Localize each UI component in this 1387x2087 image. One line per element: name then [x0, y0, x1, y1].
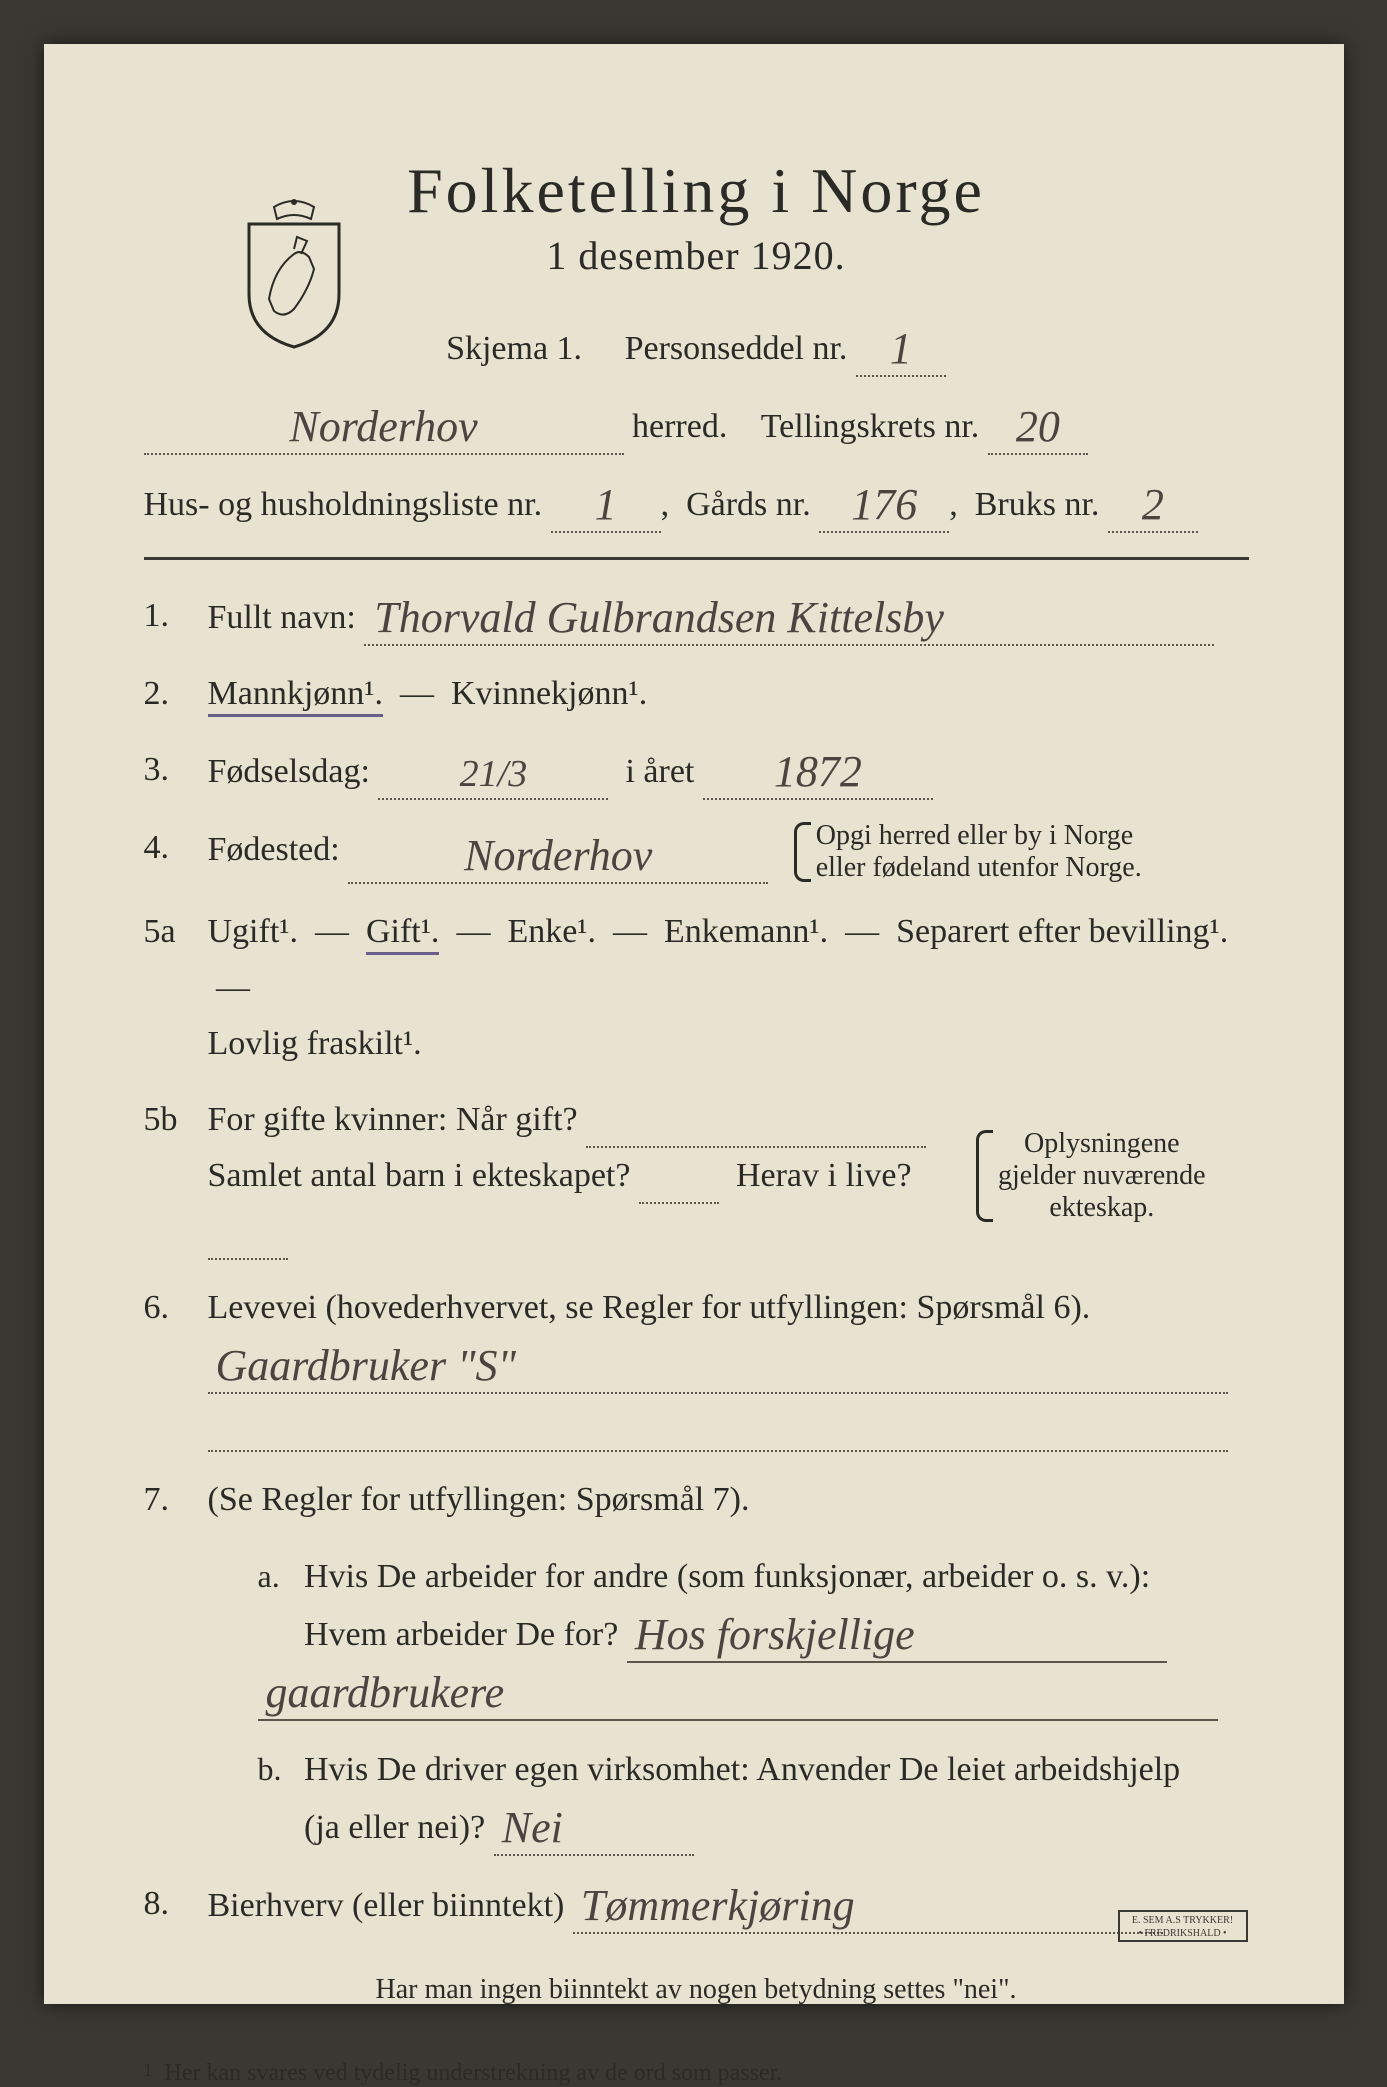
personseddel-label: Personseddel nr. [625, 330, 848, 367]
footnote-text: Her kan svares ved tydelig understreknin… [165, 2060, 783, 2086]
q8-label: Bierhverv (eller biinntekt) [208, 1887, 565, 1924]
q8-value: Tømmerkjøring [581, 1884, 855, 1928]
q7-num: 7. [144, 1472, 204, 1528]
bruks-nr: 2 [1142, 483, 1164, 527]
tellingskrets-nr: 20 [1016, 405, 1060, 449]
q5a-enke: Enke¹. [507, 913, 596, 950]
q7a-l2: Hvem arbeider De for? [304, 1616, 618, 1653]
q5b-num: 5b [144, 1092, 204, 1148]
q3-day: 21/3 [460, 755, 528, 793]
q7b-letter: b. [258, 1741, 296, 1797]
herred-label: herred. [632, 408, 727, 445]
q6-label: Levevei (hovederhvervet, se Regler for u… [208, 1289, 1091, 1326]
q4-note: Opgi herred eller by i Norge eller fødel… [794, 820, 1142, 884]
q7b-l1: Hvis De driver egen virksomhet: Anvender… [304, 1751, 1180, 1788]
q7b-value: Nei [502, 1806, 563, 1850]
q3-num: 3. [144, 742, 204, 798]
q4-note-l1: Opgi herred eller by i Norge [816, 820, 1134, 851]
q7a-value2: gaardbrukere [266, 1671, 505, 1715]
q5a-ugift: Ugift¹. [208, 913, 298, 950]
census-form-page: Folketelling i Norge 1 desember 1920. Sk… [44, 44, 1344, 2004]
q1-num: 1. [144, 588, 204, 644]
q8-note-row: Har man ingen biinntekt av nogen betydni… [144, 1962, 1249, 2018]
q5b-note-l1: Oplysningene [1024, 1128, 1180, 1159]
footnote-num: 1 [144, 2060, 153, 2080]
q8-num: 8. [144, 1876, 204, 1932]
q7a-l1: Hvis De arbeider for andre (som funksjon… [304, 1558, 1150, 1595]
q6-num: 6. [144, 1280, 204, 1336]
q3-row: 3. Fødselsdag: 21/3 i året 1872 [144, 742, 1249, 800]
gards-label: Gårds nr. [686, 486, 811, 523]
q6-row: 6. Levevei (hovederhvervet, se Regler fo… [144, 1280, 1249, 1452]
q5a-row: 5a Ugift¹. — Gift¹. — Enke¹. — Enkemann¹… [144, 904, 1249, 1072]
q2-row: 2. Mannkjønn¹. — Kvinnekjønn¹. [144, 666, 1249, 722]
q7a-row: a. Hvis De arbeider for andre (som funks… [144, 1548, 1249, 1721]
q7b-row: b. Hvis De driver egen virksomhet: Anven… [144, 1741, 1249, 1856]
header-row-3: Hus- og husholdningsliste nr. 1, Gårds n… [144, 475, 1249, 533]
q5a-gift: Gift¹. [366, 913, 439, 955]
q3-label: Fødselsdag: [208, 753, 370, 790]
divider-1 [144, 557, 1249, 560]
q6-value: Gaardbruker "S" [216, 1344, 517, 1388]
hus-label: Hus- og husholdningsliste nr. [144, 486, 543, 523]
herred-value: Norderhov [289, 405, 477, 449]
q1-value: Thorvald Gulbrandsen Kittelsby [374, 596, 944, 640]
coat-of-arms-icon [239, 199, 349, 349]
q5b-l2b: Herav i live? [736, 1157, 912, 1194]
schema-label: Skjema 1. [446, 330, 582, 367]
q7-row: 7. (Se Regler for utfyllingen: Spørsmål … [144, 1472, 1249, 1528]
q4-note-l2: eller fødeland utenfor Norge. [816, 852, 1142, 883]
q2-mann: Mannkjønn¹. [208, 675, 383, 717]
header-row-2: Norderhov herred. Tellingskrets nr. 20 [144, 397, 1249, 455]
q5a-separert: Separert efter bevilling¹. [896, 913, 1228, 950]
q5b-note: Oplysningene gjelder nuværende ekteskap. [976, 1128, 1206, 1224]
q5b-note-l2: gjelder nuværende [998, 1160, 1206, 1191]
q5b-note-l3: ekteskap. [1049, 1192, 1154, 1223]
q7-label: (Se Regler for utfyllingen: Spørsmål 7). [208, 1481, 750, 1518]
q2-num: 2. [144, 666, 204, 722]
bruks-label: Bruks nr. [975, 486, 1100, 523]
personseddel-nr: 1 [890, 327, 912, 371]
q4-num: 4. [144, 820, 204, 876]
q5a-enkemann: Enkemann¹. [664, 913, 828, 950]
q7a-letter: a. [258, 1548, 296, 1604]
q7b-l2: (ja eller nei)? [304, 1809, 485, 1846]
q4-row: 4. Fødested: Norderhov Opgi herred eller… [144, 820, 1249, 884]
q4-value: Norderhov [464, 834, 652, 878]
q4-label: Fødested: [208, 831, 340, 868]
q5a-num: 5a [144, 904, 204, 960]
gards-nr: 176 [851, 483, 917, 527]
q5b-l2a: Samlet antal barn i ekteskapet? [208, 1157, 631, 1194]
q8-row: 8. Bierhverv (eller biinntekt) Tømmerkjø… [144, 1876, 1249, 1934]
q1-label: Fullt navn: [208, 599, 356, 636]
q3-year: 1872 [774, 750, 862, 794]
q3-mid: i året [625, 753, 694, 790]
q5a-fraskilt: Lovlig fraskilt¹. [208, 1025, 422, 1062]
q8-note: Har man ingen biinntekt av nogen betydni… [375, 1974, 1016, 2005]
q1-row: 1. Fullt navn: Thorvald Gulbrandsen Kitt… [144, 588, 1249, 646]
printer-mark: E. SEM A.S TRYKKER!• FREDRIKSHALD • [1118, 1910, 1248, 1942]
q5b-l1a: For gifte kvinner: Når gift? [208, 1101, 578, 1138]
q7a-value1: Hos forskjellige [635, 1613, 915, 1657]
q2-dash: — [400, 675, 434, 712]
footnote: 1 Her kan svares ved tydelig understrekn… [144, 2050, 1249, 2087]
tellingskrets-label: Tellingskrets nr. [761, 408, 980, 445]
q5b-row: 5b For gifte kvinner: Når gift? Samlet a… [144, 1092, 1249, 1260]
hus-nr: 1 [595, 483, 617, 527]
q2-kvinne: Kvinnekjønn¹. [451, 675, 647, 712]
